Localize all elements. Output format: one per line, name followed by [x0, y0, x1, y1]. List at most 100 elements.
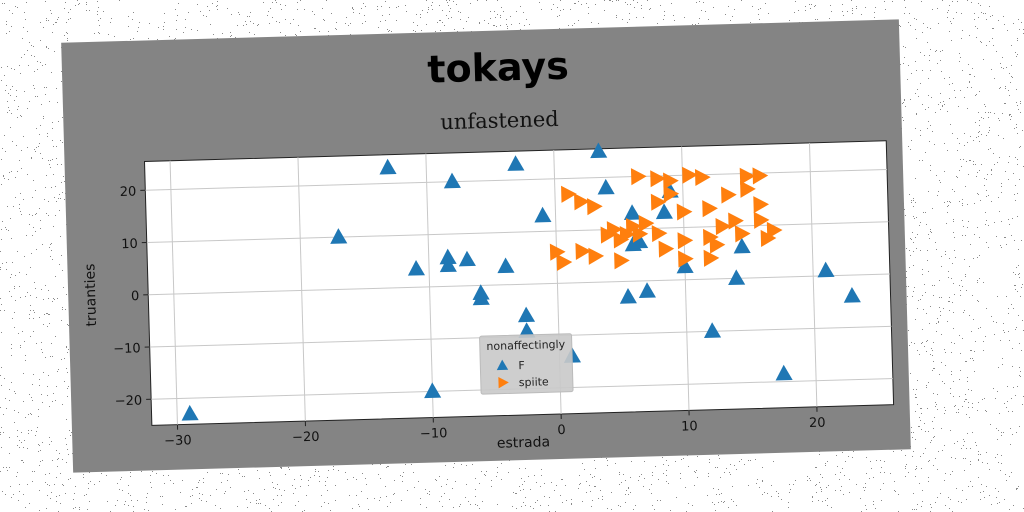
y-tick-label: 20	[120, 184, 137, 199]
figure-card: tokays unfastened −30 −20 −10 0 10 20 −20 −10 0…	[61, 19, 911, 473]
data-point	[439, 256, 457, 273]
y-tick-label: 10	[121, 237, 138, 252]
legend-marker	[498, 377, 509, 389]
data-point	[631, 232, 649, 249]
data-point	[507, 155, 525, 171]
y-gridline	[146, 221, 889, 244]
data-point	[181, 404, 199, 421]
data-point	[678, 250, 694, 268]
chart-subtitle: unfastened	[440, 107, 559, 134]
data-point	[597, 178, 615, 195]
data-point	[439, 248, 457, 265]
data-point	[574, 193, 590, 211]
data-point	[734, 225, 751, 243]
data-point	[677, 232, 694, 250]
y-tick-label: 0	[131, 289, 140, 304]
data-point	[766, 221, 783, 239]
data-point	[638, 214, 655, 233]
data-point	[704, 322, 722, 339]
data-point	[407, 259, 425, 276]
data-point	[614, 252, 630, 270]
data-point	[606, 221, 623, 239]
chart-title: tokays	[427, 44, 570, 92]
legend-label: F	[518, 359, 525, 372]
data-point	[650, 170, 666, 188]
data-point	[817, 261, 835, 278]
x-tick-label: 0	[557, 423, 566, 438]
data-point	[703, 249, 720, 267]
data-point	[472, 289, 490, 306]
data-point	[739, 167, 756, 185]
legend-title: nonaffectingly	[486, 338, 566, 353]
legend-marker	[496, 359, 509, 371]
x-tick-label: 10	[681, 419, 698, 434]
x-gridline	[169, 160, 178, 425]
data-point	[733, 237, 751, 254]
data-point	[775, 364, 793, 381]
series-F	[181, 142, 861, 421]
y-gridline	[148, 273, 890, 296]
x-axis-ticks: −30 −20 −10 0 10 20	[164, 406, 826, 449]
series-spiite	[549, 166, 783, 271]
x-gridline	[297, 157, 306, 422]
data-point	[630, 168, 647, 186]
x-axis-label: estrada	[497, 434, 551, 451]
data-point	[694, 168, 711, 187]
data-point	[655, 203, 673, 220]
y-tick-label: −10	[113, 341, 141, 357]
data-point	[658, 240, 675, 258]
data-point	[458, 250, 476, 267]
data-point	[728, 269, 746, 286]
data-point	[379, 158, 397, 175]
x-tick-label: 20	[809, 416, 826, 431]
data-point	[623, 204, 642, 220]
data-point	[728, 212, 744, 230]
data-point	[650, 193, 667, 211]
scatter-chart: tokays unfastened −30 −20 −10 0 10 20 −20 −10 0…	[82, 44, 895, 452]
data-point	[549, 243, 566, 261]
data-point	[740, 180, 756, 198]
y-tick-label: −20	[115, 394, 143, 410]
x-tick-label: −10	[420, 426, 448, 442]
data-point	[517, 306, 536, 323]
data-point	[518, 322, 536, 338]
data-point	[588, 247, 605, 265]
data-point	[663, 185, 680, 203]
data-point	[676, 203, 693, 221]
data-point	[632, 225, 649, 243]
data-point	[721, 186, 737, 204]
data-point	[619, 288, 637, 304]
data-point	[651, 225, 668, 243]
data-point	[561, 185, 577, 203]
data-point	[443, 172, 461, 189]
data-point	[663, 172, 679, 190]
data-point	[715, 218, 732, 236]
data-point	[556, 253, 573, 271]
x-gridline	[808, 142, 818, 407]
data-point	[534, 206, 552, 223]
data-point	[760, 229, 777, 247]
data-point	[702, 200, 718, 218]
data-points	[181, 142, 861, 421]
data-point	[676, 257, 694, 274]
data-point	[619, 225, 636, 244]
x-gridline	[425, 153, 434, 418]
x-tick-label: −30	[164, 433, 192, 449]
data-point	[753, 211, 770, 229]
x-tick-label: −20	[292, 430, 320, 446]
data-point	[497, 257, 515, 274]
data-point	[575, 242, 592, 260]
data-point	[638, 282, 656, 298]
data-point	[752, 167, 769, 185]
data-point	[586, 198, 603, 216]
data-point	[590, 142, 608, 159]
data-point	[682, 166, 698, 184]
data-point	[424, 382, 442, 399]
data-point	[330, 228, 348, 244]
data-point	[709, 236, 726, 254]
data-point	[753, 196, 770, 214]
legend-box	[479, 333, 574, 395]
x-gridline	[681, 146, 690, 411]
y-axis-ticks: −20 −10 0 10 20	[113, 184, 152, 410]
